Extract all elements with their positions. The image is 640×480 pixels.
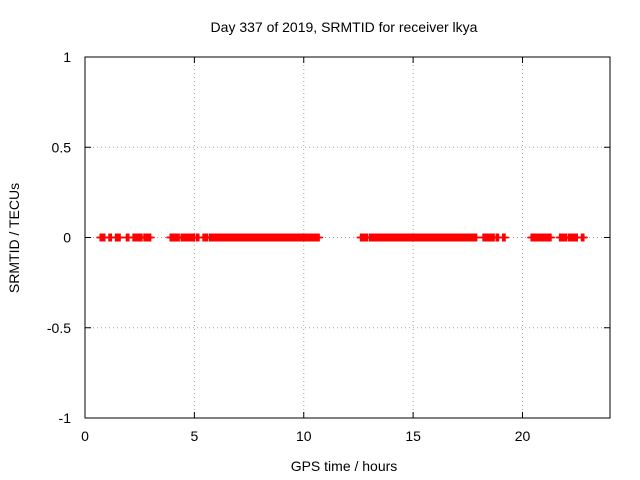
y-tick-label: 0.5 bbox=[52, 139, 72, 155]
axis-ticks bbox=[84, 56, 610, 419]
x-tick-labels: 0 5 10 15 20 bbox=[81, 428, 530, 444]
data-point bbox=[579, 233, 588, 242]
y-tick-labels: 1 0.5 0 -0.5 -1 bbox=[47, 49, 71, 426]
data-point bbox=[501, 233, 509, 242]
data-point bbox=[315, 233, 324, 242]
y-tick-label: -1 bbox=[59, 410, 72, 426]
x-tick-label: 0 bbox=[81, 428, 89, 444]
y-tick-label: -0.5 bbox=[47, 320, 71, 336]
x-tick-label: 20 bbox=[515, 428, 531, 444]
x-tick-label: 15 bbox=[405, 428, 421, 444]
y-tick-label: 0 bbox=[63, 230, 71, 246]
data-point bbox=[546, 233, 555, 242]
y-tick-label: 1 bbox=[63, 49, 71, 65]
x-tick-label: 5 bbox=[190, 428, 198, 444]
chart-title: Day 337 of 2019, SRMTID for receiver lky… bbox=[211, 19, 478, 35]
x-axis-label: GPS time / hours bbox=[291, 458, 398, 474]
x-tick-label: 10 bbox=[296, 428, 312, 444]
y-axis-label: SRMTID / TECUs bbox=[6, 183, 22, 293]
data-point bbox=[146, 233, 155, 242]
data-points bbox=[96, 233, 588, 242]
